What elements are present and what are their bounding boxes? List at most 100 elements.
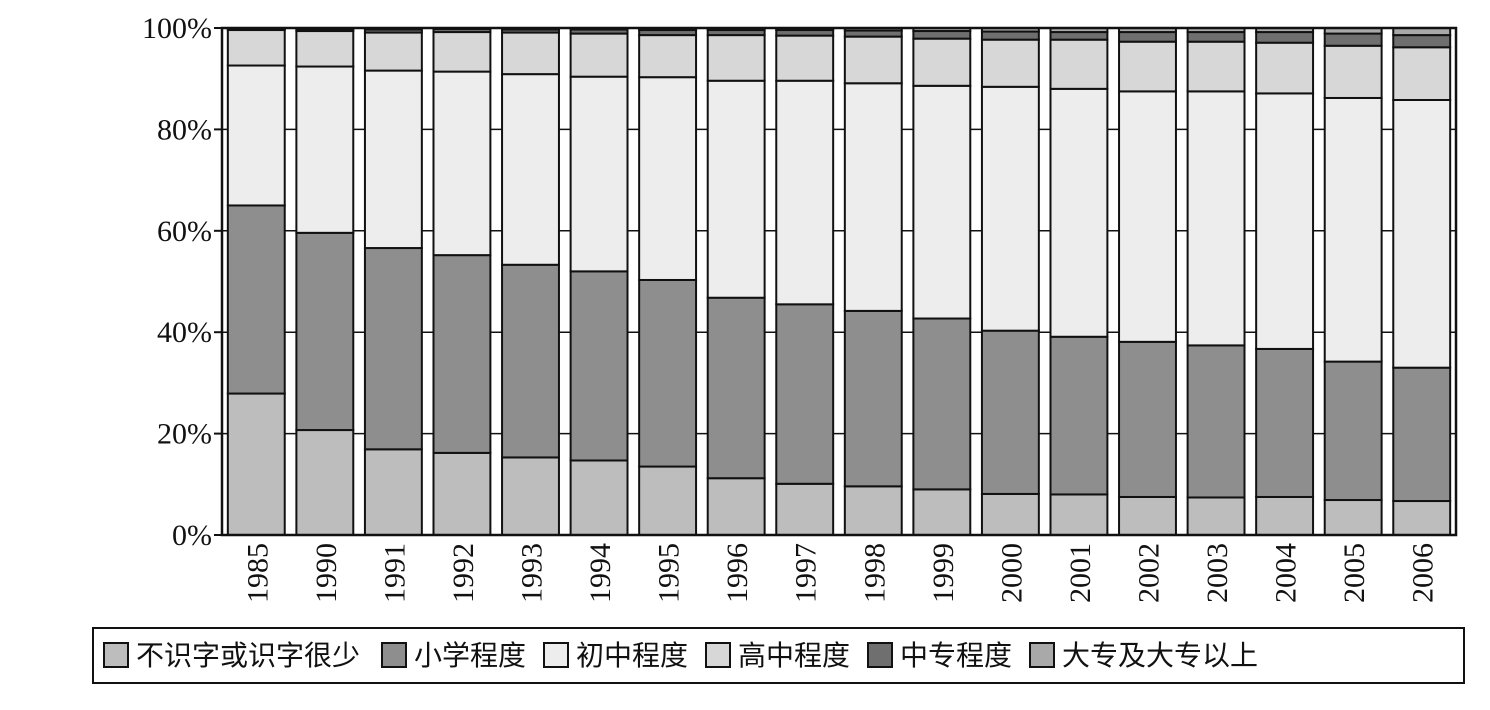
y-tick-label: 20% bbox=[157, 418, 212, 451]
bar-segment-1995-s1 bbox=[638, 278, 698, 468]
legend-swatch-1 bbox=[381, 642, 407, 668]
bar-segment-2001-s2 bbox=[1049, 87, 1109, 338]
bar-segment-1999-s4 bbox=[912, 30, 972, 40]
legend-label-4: 中专程度 bbox=[900, 639, 1012, 672]
bar-segment-2006-s4 bbox=[1392, 34, 1452, 49]
bar-segment-1990-s2 bbox=[295, 65, 355, 234]
bar-segment-1993-s1 bbox=[501, 263, 560, 459]
bar-segment-2004-s4 bbox=[1255, 31, 1315, 44]
grid-lines bbox=[222, 128, 1456, 435]
legend-label-0: 不识字或识字很少 bbox=[136, 639, 360, 672]
bar-segment-2001-s1 bbox=[1049, 335, 1109, 496]
bar-segment-2000-s3 bbox=[980, 38, 1040, 88]
bar-segment-2001-s0 bbox=[1049, 493, 1109, 537]
y-tick-label: 60% bbox=[157, 215, 212, 248]
legend-label-1: 小学程度 bbox=[414, 639, 526, 672]
x-tick-label-2000: 2000 bbox=[995, 543, 1028, 603]
bar-segment-2002-s4 bbox=[1118, 31, 1177, 43]
bar-segment-1995-s0 bbox=[638, 465, 698, 536]
bar-segment-1996-s3 bbox=[706, 34, 766, 82]
bar-segment-1994-s2 bbox=[569, 75, 629, 273]
bar-segment-1992-s2 bbox=[432, 70, 492, 257]
x-tick-label-2003: 2003 bbox=[1201, 543, 1234, 603]
bar-segment-2002-s1 bbox=[1118, 340, 1177, 498]
bar-segment-2002-s3 bbox=[1118, 40, 1177, 93]
bar-segment-1995-s3 bbox=[638, 34, 698, 79]
bar-segment-1998-s3 bbox=[843, 35, 903, 85]
bar-segment-1991-s1 bbox=[363, 247, 423, 451]
bar-segment-2000-s0 bbox=[980, 492, 1040, 536]
bar-segment-1993-s3 bbox=[501, 31, 560, 76]
bar-segment-1998-s0 bbox=[843, 485, 903, 536]
bar-segment-1997-s2 bbox=[775, 79, 835, 306]
bar-segment-1996-s2 bbox=[706, 79, 766, 299]
bar-segment-1996-s1 bbox=[706, 296, 766, 480]
legend-swatch-0 bbox=[103, 642, 129, 668]
bar-segment-2005-s2 bbox=[1323, 96, 1383, 363]
bar-segment-1991-s3 bbox=[363, 31, 423, 72]
bar-segment-1996-s0 bbox=[706, 477, 766, 536]
bar-segment-2003-s2 bbox=[1186, 90, 1246, 347]
bar-segment-1999-s0 bbox=[912, 488, 972, 536]
bar-segment-2003-s1 bbox=[1186, 344, 1246, 499]
legend-swatch-2 bbox=[543, 642, 569, 668]
bar-segment-2004-s3 bbox=[1255, 41, 1315, 95]
x-tick-label-1997: 1997 bbox=[790, 543, 823, 603]
legend-label-5: 大专及大专以上 bbox=[1062, 639, 1258, 672]
bar-segment-1985-s2 bbox=[226, 64, 286, 207]
bar-segment-1998-s2 bbox=[843, 82, 903, 312]
x-tick-label-2005: 2005 bbox=[1338, 543, 1371, 603]
bar-segment-2006-s3 bbox=[1392, 46, 1452, 101]
bar-segment-1997-s3 bbox=[775, 34, 835, 82]
bar-segment-1990-s3 bbox=[295, 30, 355, 68]
x-tick-label-1991: 1991 bbox=[378, 543, 411, 603]
bar-segment-2001-s3 bbox=[1049, 38, 1109, 90]
bar-segment-1985-s3 bbox=[226, 29, 286, 67]
x-tick-label-2002: 2002 bbox=[1133, 543, 1166, 603]
y-axis-ticks: 0% 20% 40% 60% 80% 100% bbox=[142, 12, 222, 552]
legend: 不识字或识字很少 小学程度 初中程度 高中程度 中专程度 大专及大专以上 bbox=[92, 627, 1465, 684]
bar-segment-1998-s1 bbox=[843, 309, 903, 488]
x-tick-label-1998: 1998 bbox=[858, 543, 891, 603]
bar-segment-1985-s0 bbox=[226, 392, 286, 536]
bar-segment-1990-s1 bbox=[295, 231, 355, 432]
bar-segment-1991-s0 bbox=[363, 448, 423, 537]
bar-segment-1991-s2 bbox=[363, 69, 423, 250]
legend-swatch-4 bbox=[867, 642, 893, 668]
x-tick-label-1994: 1994 bbox=[584, 543, 617, 603]
bar-segment-2006-s2 bbox=[1392, 98, 1452, 369]
y-tick-label: 80% bbox=[157, 113, 212, 146]
x-tick-label-2006: 2006 bbox=[1407, 543, 1440, 603]
y-tick-label: 40% bbox=[157, 316, 212, 349]
bar-segment-1993-s2 bbox=[501, 73, 560, 266]
bar-segment-2003-s0 bbox=[1186, 496, 1246, 537]
bar-segment-2001-s4 bbox=[1049, 31, 1109, 41]
bar-segment-1994-s1 bbox=[569, 270, 629, 462]
legend-swatch-5 bbox=[1029, 642, 1055, 668]
bar-segment-1990-s0 bbox=[295, 429, 355, 536]
bar-segment-2000-s1 bbox=[980, 329, 1040, 495]
x-tick-label-1993: 1993 bbox=[516, 543, 549, 603]
legend-label-3: 高中程度 bbox=[738, 639, 850, 672]
bar-segment-2005-s3 bbox=[1323, 44, 1383, 99]
bar-segment-1997-s1 bbox=[775, 303, 835, 485]
x-tick-label-1992: 1992 bbox=[447, 543, 480, 603]
bar-segment-1999-s3 bbox=[912, 37, 972, 87]
bar-segment-2000-s4 bbox=[980, 30, 1040, 41]
bar-segment-2000-s2 bbox=[980, 85, 1040, 332]
bar-segment-2004-s1 bbox=[1255, 347, 1315, 498]
x-axis-ticks: 1985 1990 1991 1992 1993 1994 1995 1996 1997 1998… bbox=[241, 543, 1439, 603]
legend-swatch-3 bbox=[705, 642, 731, 668]
bar-segment-1997-s0 bbox=[775, 482, 835, 537]
bar-segment-2006-s0 bbox=[1392, 500, 1452, 536]
bar-segment-1992-s0 bbox=[432, 451, 492, 536]
x-tick-label-1999: 1999 bbox=[927, 543, 960, 603]
bar-segment-2005-s0 bbox=[1323, 499, 1383, 536]
bar-segment-2003-s4 bbox=[1186, 31, 1246, 43]
legend-label-2: 初中程度 bbox=[576, 639, 688, 672]
bars-layer bbox=[226, 27, 1452, 537]
bar-segment-1992-s3 bbox=[432, 31, 492, 73]
bar-segment-2002-s0 bbox=[1118, 495, 1177, 537]
legend-frame bbox=[92, 627, 1465, 684]
